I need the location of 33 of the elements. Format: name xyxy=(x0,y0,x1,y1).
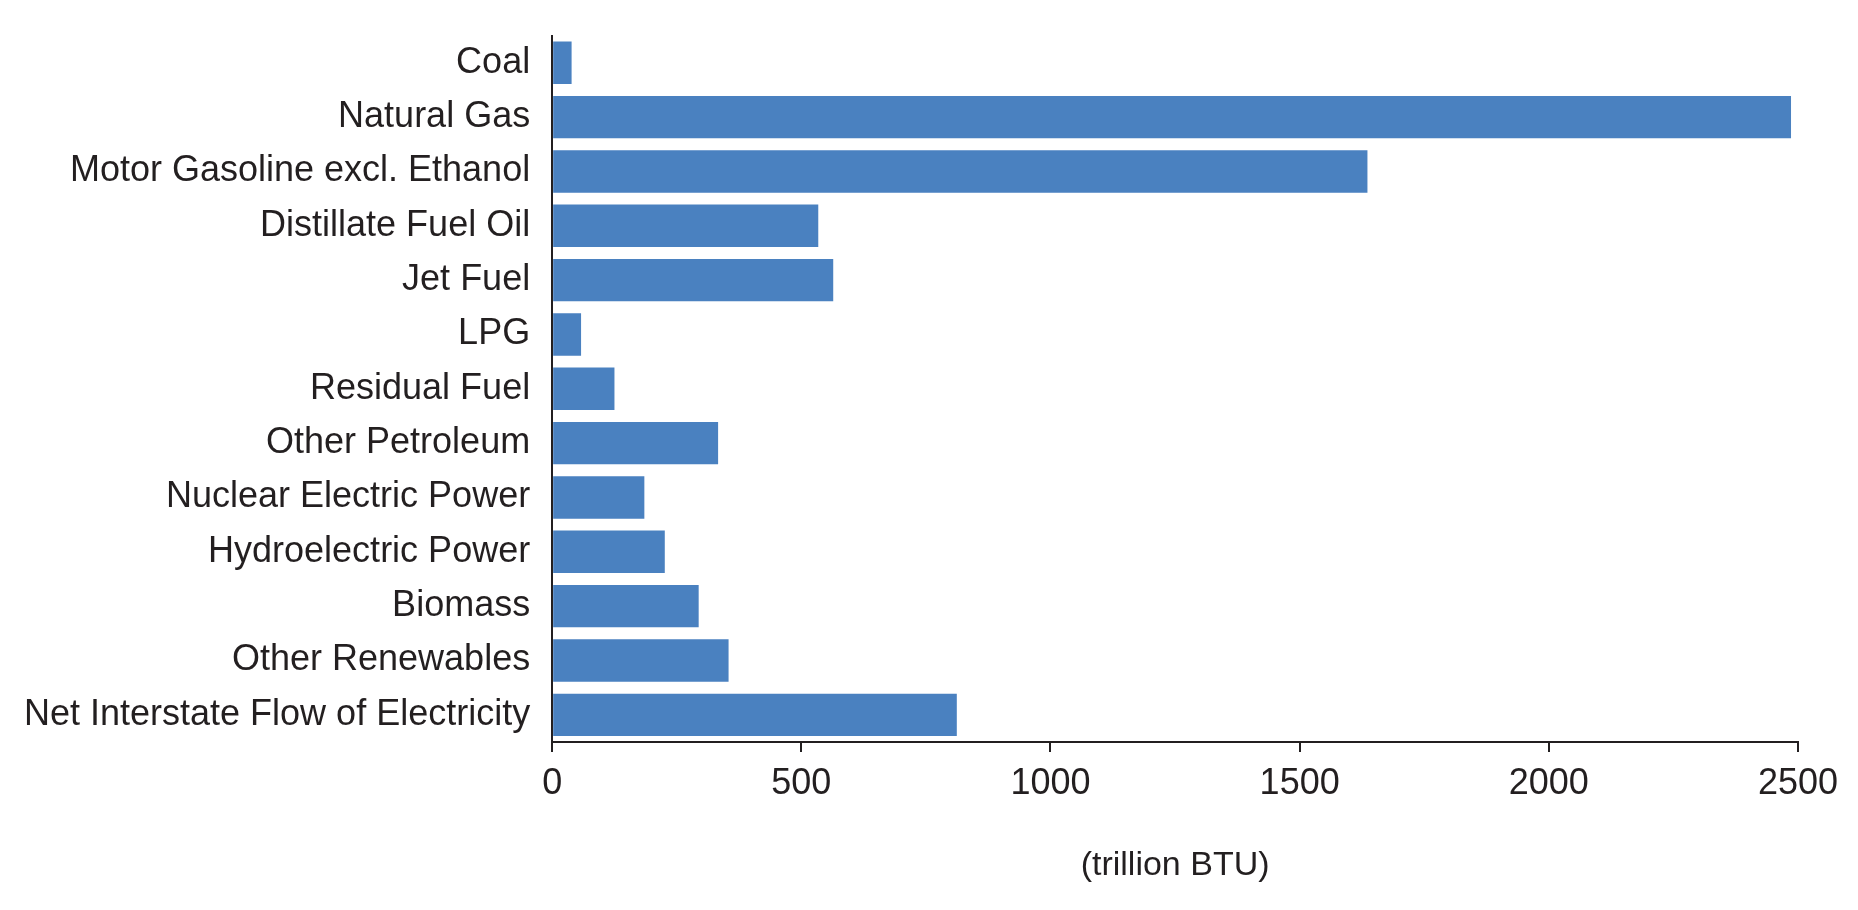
bar xyxy=(553,204,819,247)
y-tick-label: Natural Gas xyxy=(338,94,531,136)
y-tick-label: Net Interstate Flow of Electricity xyxy=(23,691,531,733)
bar xyxy=(553,639,729,682)
x-tick-label: 1000 xyxy=(1010,760,1091,802)
bar xyxy=(553,693,957,737)
y-tick-label: Coal xyxy=(456,39,531,81)
y-tick-label: Motor Gasoline excl. Ethanol xyxy=(69,148,531,190)
y-tick-label: LPG xyxy=(458,311,531,353)
x-tick-label: 1500 xyxy=(1259,760,1340,802)
bar xyxy=(553,530,665,574)
bar xyxy=(553,95,1792,139)
y-tick-label: Other Petroleum xyxy=(266,420,531,462)
x-tick-label: 500 xyxy=(771,760,832,802)
bar xyxy=(553,41,572,84)
bar xyxy=(553,584,699,628)
bar xyxy=(553,150,1368,193)
y-tick-label: Distillate Fuel Oil xyxy=(260,202,531,244)
x-axis-title: (trillion BTU) xyxy=(1080,843,1270,882)
bar xyxy=(553,258,834,302)
y-tick-label: Nuclear Electric Power xyxy=(166,474,531,516)
y-tick-label: Hydroelectric Power xyxy=(208,528,531,570)
x-tick-label: 2000 xyxy=(1508,760,1589,802)
y-tick-label: Jet Fuel xyxy=(402,257,531,299)
x-tick-label: 0 xyxy=(542,760,563,802)
bar xyxy=(553,313,582,356)
bar xyxy=(553,476,645,519)
y-tick-label: Other Renewables xyxy=(231,637,531,679)
y-tick-label: Residual Fuel xyxy=(310,365,531,407)
x-tick-label: 2500 xyxy=(1757,760,1839,802)
bar xyxy=(553,367,615,410)
bar xyxy=(553,421,719,465)
y-tick-label: Biomass xyxy=(392,583,531,625)
